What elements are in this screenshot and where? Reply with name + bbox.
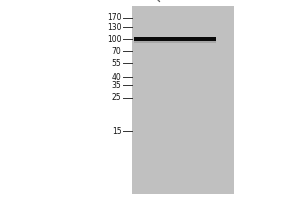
Bar: [134, 40, 216, 43]
Text: 170: 170: [107, 14, 122, 22]
Text: 55: 55: [112, 58, 122, 68]
Text: 40: 40: [112, 72, 122, 82]
Text: 130: 130: [107, 22, 122, 31]
Bar: [134, 37, 216, 41]
Text: 15: 15: [112, 127, 122, 136]
Text: 25: 25: [112, 94, 122, 102]
Text: HepG2: HepG2: [154, 0, 181, 4]
Text: 70: 70: [112, 46, 122, 55]
Text: 100: 100: [107, 34, 122, 44]
Bar: [132, 6, 234, 194]
Text: 35: 35: [112, 81, 122, 90]
